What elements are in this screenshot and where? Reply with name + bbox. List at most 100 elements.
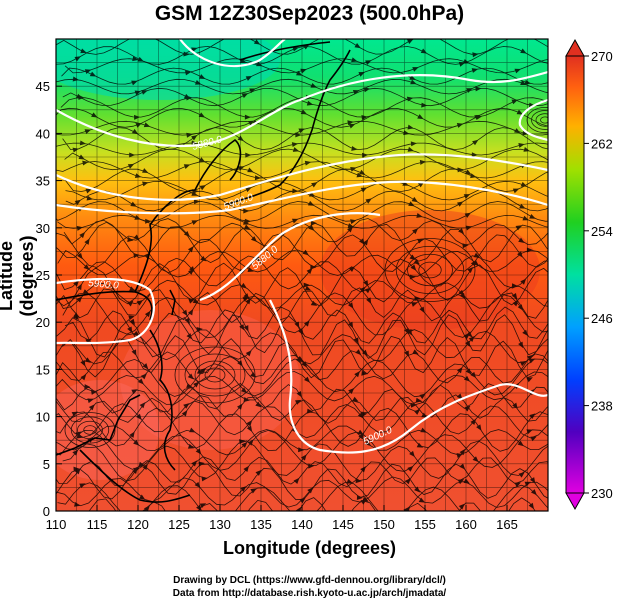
streamline-arrow	[466, 331, 473, 338]
streamline-arrow	[303, 282, 310, 288]
streamline-arrow	[404, 507, 410, 511]
streamline-arrow	[473, 252, 481, 258]
streamline-arrow	[306, 100, 314, 106]
streamline-arrow	[416, 442, 424, 448]
streamline-arrow	[407, 146, 415, 152]
streamline-arrow	[417, 114, 424, 120]
streamline-arrow	[72, 76, 79, 82]
streamline	[65, 180, 548, 201]
streamline-arrow	[361, 152, 369, 158]
streamline-arrow	[365, 60, 372, 66]
coastline-north	[239, 41, 331, 61]
streamline-arrow	[133, 253, 140, 259]
streamline-arrow	[356, 495, 363, 501]
streamline-arrow	[476, 424, 482, 431]
streamline-arrow	[403, 130, 410, 136]
streamline-arrow	[520, 80, 527, 86]
streamline-arrow	[77, 252, 83, 260]
streamline-arrow	[358, 238, 365, 245]
streamline-arrow	[191, 460, 198, 467]
streamline-arrow	[187, 246, 194, 253]
streamline-arrow	[253, 39, 261, 45]
streamline-arrow	[522, 130, 529, 136]
streamline-arrow	[72, 449, 79, 456]
streamline-arrow	[84, 384, 91, 390]
streamline-arrow	[143, 122, 151, 128]
streamline-arrow	[415, 397, 423, 403]
streamline-arrow	[73, 280, 80, 287]
streamline-arrow	[524, 481, 532, 487]
streamline-arrow	[307, 200, 315, 206]
streamline-arrow	[87, 398, 94, 404]
streamline-arrow	[464, 212, 472, 218]
streamline-arrow	[529, 413, 536, 420]
streamline-arrow	[463, 194, 471, 199]
streamline-arrow	[76, 283, 82, 291]
streamline-arrow	[245, 350, 252, 357]
coastline-japan	[224, 49, 351, 206]
cool-region	[56, 39, 280, 100]
streamline-arrow	[351, 146, 358, 151]
streamline-arrow	[78, 154, 85, 160]
x-tick-label: 145	[332, 517, 354, 532]
streamline	[57, 214, 548, 229]
streamline-arrow	[412, 67, 419, 72]
streamline-arrow	[246, 425, 253, 432]
streamline-arrow	[193, 199, 200, 205]
streamline-arrow	[136, 300, 144, 306]
streamline-arrow	[417, 238, 424, 244]
streamline-arrow	[360, 187, 368, 193]
streamline-arrow	[412, 228, 419, 235]
streamline-arrow	[237, 135, 244, 142]
streamline-arrow	[456, 201, 464, 207]
streamline	[56, 39, 548, 55]
warm-region	[320, 210, 540, 330]
streamline-arrow	[295, 506, 302, 511]
streamline-arrow	[196, 327, 203, 333]
streamline-arrow	[410, 264, 417, 271]
streamline-arrow	[511, 292, 518, 300]
vortex-streamline	[535, 113, 548, 127]
streamline-arrow	[142, 168, 149, 173]
streamline-arrow	[91, 112, 98, 118]
streamline-arrow	[245, 297, 251, 305]
streamline-arrow	[519, 203, 526, 209]
streamline-arrow	[414, 409, 421, 415]
colorbar: 230 238 246 254 262 270	[565, 38, 613, 511]
streamline-arrow	[134, 114, 141, 120]
streamline-arrow	[304, 285, 312, 291]
streamline-arrow	[193, 381, 200, 388]
streamline-arrow	[131, 80, 138, 86]
streamline-arrow	[194, 481, 201, 489]
streamline	[63, 218, 548, 247]
x-tick-label: 115	[87, 517, 108, 532]
streamline-arrow	[199, 503, 207, 509]
streamline-arrow	[358, 169, 366, 175]
streamline-arrow	[295, 399, 302, 405]
coastline-taiwan	[169, 289, 176, 316]
streamline-arrow	[250, 488, 257, 494]
wind-streamlines	[56, 39, 548, 511]
y-tick-label: 40	[36, 126, 50, 141]
y-tick-label: 0	[43, 504, 50, 519]
streamline-arrow	[410, 141, 417, 147]
streamline-arrow	[199, 185, 207, 191]
x-tick-label: 110	[46, 517, 67, 532]
streamline	[56, 383, 548, 414]
streamline-arrow	[295, 132, 302, 138]
streamline-arrow	[472, 456, 479, 463]
streamline-arrow	[300, 68, 307, 74]
streamline	[56, 394, 548, 424]
streamline-arrow	[243, 325, 249, 332]
streamline-arrow	[292, 147, 300, 152]
vortex-streamline	[194, 360, 236, 390]
streamline-arrow	[186, 333, 193, 340]
streamline	[56, 358, 548, 398]
streamline-arrow	[254, 255, 261, 262]
streamline-arrow	[297, 356, 304, 362]
streamline-arrow	[71, 411, 79, 417]
streamline-arrow	[138, 494, 146, 500]
streamline-arrow	[512, 300, 519, 307]
vortex-streamline	[83, 425, 97, 435]
contour-line	[56, 153, 548, 201]
